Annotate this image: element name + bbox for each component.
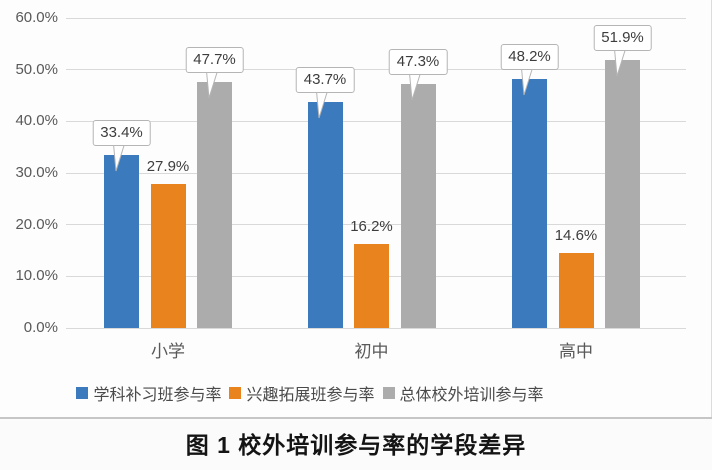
callout-tail — [313, 90, 331, 124]
bar — [150, 183, 186, 328]
bar — [197, 81, 232, 328]
legend-label: 兴趣拓展班参与率 — [246, 387, 375, 404]
y-axis-tick-label: 30.0% — [15, 164, 58, 181]
gridline — [66, 224, 686, 226]
category-label: 初中 — [354, 342, 389, 361]
callout-tail — [518, 67, 536, 101]
gridline — [66, 69, 686, 71]
bar — [400, 83, 436, 328]
data-label: 27.9% — [146, 157, 190, 175]
bar — [307, 102, 343, 328]
divider-line — [0, 417, 712, 419]
legend-swatch-icon — [229, 387, 242, 399]
gridline — [66, 17, 686, 19]
data-label-callout: 47.7% — [185, 46, 244, 73]
callout-tail — [110, 143, 128, 177]
legend-item: 总体校外培训参与率 — [382, 381, 544, 405]
y-axis-tick-label: 50.0% — [15, 60, 58, 78]
legend-swatch-icon — [382, 387, 395, 399]
bar-chart: 0.0% 10.0% 20.0% 30.0% 40.0% 50.0% 60.0% 33.4% 4… — [0, 0, 712, 418]
y-axis-tick-label: 10.0% — [15, 267, 58, 285]
data-label-callout: 48.2% — [500, 43, 559, 70]
category-label: 小学 — [151, 342, 185, 361]
y-axis-tick-label: 0.0% — [23, 319, 58, 336]
data-label: 14.6% — [554, 226, 598, 244]
bar — [354, 244, 389, 328]
bar — [512, 78, 547, 328]
data-label: 16.2% — [350, 218, 393, 236]
legend: 学科补习班参与率 兴趣拓展班参与率 总体校外培训参与率 — [0, 381, 620, 405]
legend-swatch-icon — [76, 387, 89, 399]
gridline — [66, 172, 686, 174]
data-label-callout: 51.9% — [593, 24, 652, 51]
legend-item: 学科补习班参与率 — [76, 381, 221, 405]
figure-caption: 图 1 校外培训参与率的学段差异 — [185, 432, 527, 458]
legend-label: 总体校外培训参与率 — [399, 387, 544, 404]
data-label-callout: 33.4% — [92, 120, 151, 147]
legend-label: 学科补习班参与率 — [93, 387, 222, 404]
gridline — [66, 120, 686, 122]
bar — [605, 59, 640, 328]
y-axis-tick-label: 20.0% — [15, 215, 58, 233]
category-label: 高中 — [559, 342, 593, 361]
y-axis-tick-label: 40.0% — [15, 112, 58, 130]
legend-item: 兴趣拓展班参与率 — [229, 381, 375, 405]
bar — [104, 155, 139, 328]
data-label-callout: 47.3% — [388, 48, 448, 75]
data-label-callout: 43.7% — [295, 67, 355, 94]
gridline — [66, 327, 686, 329]
bar — [558, 252, 594, 328]
callout-tail — [611, 48, 629, 82]
callout-tail — [406, 72, 424, 106]
y-axis-tick-label: 60.0% — [15, 9, 58, 26]
callout-tail — [203, 70, 221, 104]
